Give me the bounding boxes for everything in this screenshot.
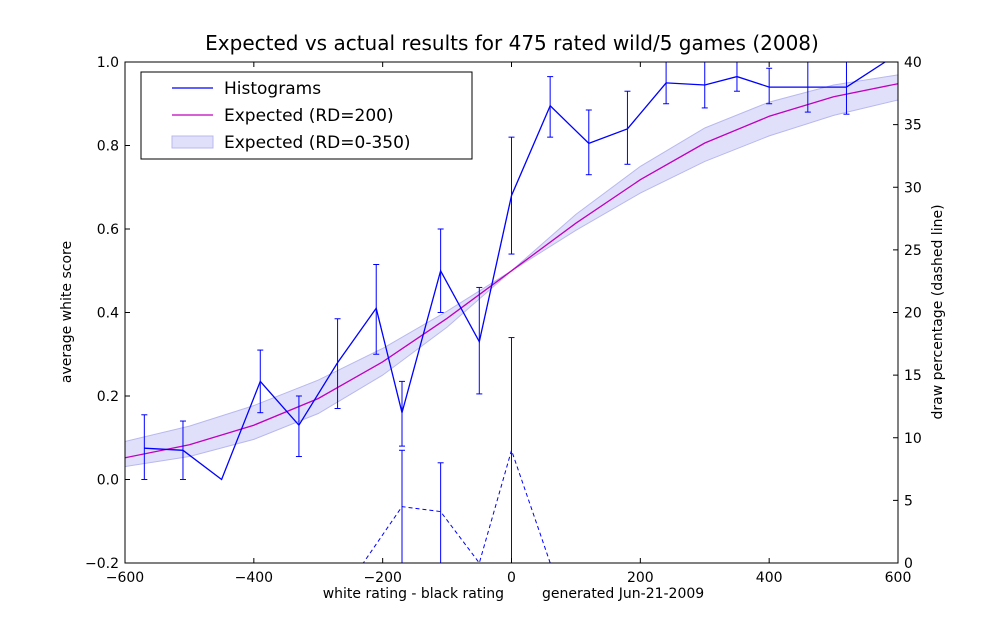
y-tick-label: 0.4 <box>97 306 119 322</box>
histogram-error-bar <box>295 395 302 458</box>
draw-percentage-line <box>144 448 886 563</box>
y2-tick-label: 5 <box>904 493 913 509</box>
chart-title: Expected vs actual results for 475 rated… <box>205 31 819 55</box>
y2-tick-label: 0 <box>904 556 913 572</box>
draw-error-bar <box>398 449 405 563</box>
plot-area <box>125 62 898 563</box>
x-tick-label: 600 <box>885 570 912 586</box>
y-tick-label: 1.0 <box>97 55 119 71</box>
histogram-error-bar <box>843 62 850 115</box>
y2-tick-label: 10 <box>904 431 922 447</box>
x-tick-label: −400 <box>235 570 273 586</box>
y2-tick-label: 30 <box>904 180 922 196</box>
y2-tick-label: 20 <box>904 306 922 322</box>
y2-tick-label: 40 <box>904 55 922 71</box>
x-tick-label: −600 <box>106 570 144 586</box>
legend-swatch-band <box>171 135 214 149</box>
y-tick-label: 0.6 <box>97 222 119 238</box>
legend: Histograms Expected (RD=200) Expected (R… <box>140 71 473 160</box>
draw-error-bar <box>508 337 515 563</box>
y-tick-label: −0.2 <box>85 556 119 572</box>
y2-tick-label: 25 <box>904 243 922 259</box>
histogram-error-bar <box>141 414 148 480</box>
histograms-line <box>144 62 886 481</box>
y2-tick-label: 15 <box>904 368 922 384</box>
histogram-error-bar <box>624 90 631 165</box>
expected-line <box>125 83 898 459</box>
legend-label-expected: Expected (RD=200) <box>224 106 394 126</box>
x-tick-label: −200 <box>363 570 401 586</box>
y2-axis-label: draw percentage (dashed line) <box>930 204 946 419</box>
histogram-error-bar <box>766 67 773 105</box>
y2-tick-label: 35 <box>904 118 922 134</box>
x-tick-label: 400 <box>756 570 783 586</box>
y-tick-label: 0.0 <box>97 473 119 489</box>
x-axis-label: white rating - black rating <box>323 586 504 602</box>
x-tick-label: 200 <box>627 570 654 586</box>
axis-ticks: −600 −400 −200 0 200 400 600−0.20.00.20.40.60.… <box>85 55 922 586</box>
histogram-error-bar <box>585 109 592 176</box>
x-tick-label: 0 <box>507 570 516 586</box>
y-axis-label: average white score <box>59 241 75 383</box>
legend-label-histograms: Histograms <box>224 79 321 99</box>
generated-note: generated Jun-21-2009 <box>542 586 704 602</box>
legend-label-band: Expected (RD=0-350) <box>224 133 411 153</box>
y-tick-label: 0.8 <box>97 139 119 155</box>
y-tick-label: 0.2 <box>97 389 119 405</box>
draw-error-bar <box>437 462 444 563</box>
expected-band-area <box>125 74 898 468</box>
